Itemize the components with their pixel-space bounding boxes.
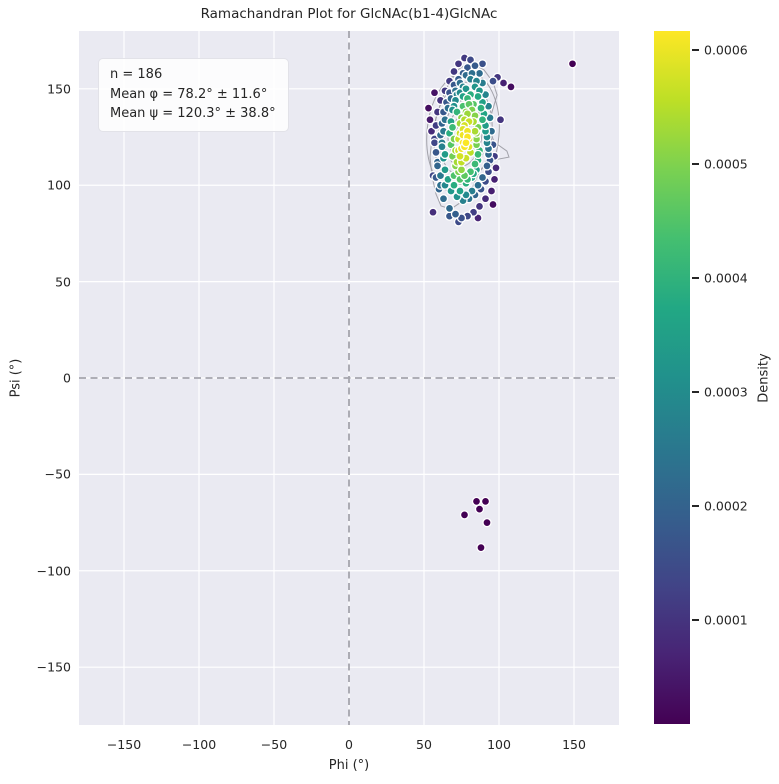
- scatter-point: [473, 149, 483, 160]
- scatter-point: [471, 496, 482, 507]
- scatter-point: [470, 159, 480, 169]
- scatter-point: [459, 510, 470, 520]
- density-colorbar: [654, 31, 690, 724]
- scatter-point: [480, 194, 491, 204]
- scatter-point: [450, 209, 461, 219]
- scatter-point: [477, 172, 488, 183]
- colorbar-tick-label: 0.0004: [704, 270, 748, 286]
- scatter-point: [447, 122, 458, 133]
- colorbar-tick-label: 0.0003: [704, 384, 748, 400]
- colorbar-tick-mark: [692, 504, 699, 507]
- scatter-point: [486, 186, 497, 196]
- scatter-point: [482, 517, 492, 528]
- annotation-n: n = 186: [110, 67, 163, 82]
- scatter-point: [476, 103, 486, 113]
- scatter-point: [440, 165, 450, 175]
- x-tick-label: 100: [487, 737, 511, 752]
- scatter-point: [440, 149, 450, 160]
- scatter-point: [444, 203, 455, 214]
- chart-title: Ramachandran Plot for GlcNAc(b1-4)GlcNAc: [200, 6, 498, 22]
- stats-annotation-box: n = 186 Mean φ = 78.2° ± 11.6° Mean ψ = …: [98, 58, 289, 132]
- scatter-point: [488, 199, 498, 210]
- scatter-point: [423, 103, 434, 113]
- y-tick-label: 0: [63, 370, 71, 386]
- scatter-point: [473, 91, 483, 102]
- scatter-point: [476, 542, 486, 553]
- scatter-point: [489, 174, 500, 185]
- scatter-point: [456, 165, 467, 175]
- plot-area: n = 186 Mean φ = 78.2° ± 11.6° Mean ψ = …: [79, 31, 619, 725]
- scatter-point: [425, 115, 435, 125]
- y-tick-label: −150: [36, 659, 71, 675]
- scatter-point: [470, 61, 480, 71]
- scatter-point: [438, 194, 449, 204]
- scatter-point: [453, 59, 464, 69]
- colorbar-tick-label: 0.0006: [704, 42, 748, 58]
- y-axis-label: Psi (°): [8, 358, 24, 398]
- scatter-point: [480, 496, 491, 507]
- colorbar-tick-mark: [692, 277, 699, 280]
- y-tick-label: 50: [55, 274, 71, 290]
- colorbar-tick-label: 0.0002: [704, 498, 748, 514]
- scatter-point: [431, 147, 441, 158]
- colorbar-tick-mark: [692, 163, 699, 166]
- y-tick-label: −50: [44, 466, 71, 482]
- colorbar-label: Density: [756, 353, 772, 403]
- scatter-point: [449, 66, 459, 77]
- x-tick-label: −50: [260, 737, 288, 752]
- colorbar-tick-mark: [692, 391, 699, 394]
- scatter-point: [428, 207, 438, 217]
- scatter-plot-canvas: [79, 31, 619, 725]
- x-tick-label: −100: [181, 737, 217, 752]
- scatter-point: [477, 115, 488, 125]
- colorbar-tick-mark: [692, 618, 699, 621]
- annotation-mean-phi: Mean φ = 78.2° ± 11.6°: [110, 86, 268, 102]
- y-tick-label: 150: [47, 81, 71, 97]
- scatter-point: [449, 180, 459, 190]
- x-tick-label: −150: [106, 737, 142, 752]
- scatter-point: [474, 504, 485, 514]
- scatter-point: [567, 59, 578, 69]
- scatter-point: [429, 88, 440, 98]
- colorbar-tick-label: 0.0005: [704, 156, 748, 172]
- y-tick-label: 100: [47, 177, 71, 193]
- scatter-point: [488, 76, 498, 86]
- colorbar-tick-mark: [692, 49, 699, 52]
- x-tick-label: 50: [416, 737, 432, 752]
- colorbar-tick-label: 0.0001: [704, 612, 748, 628]
- scatter-point: [495, 115, 506, 125]
- scatter-point: [482, 161, 492, 171]
- x-tick-label: 150: [562, 737, 586, 752]
- scatter-point: [477, 59, 488, 69]
- scatter-point: [461, 138, 471, 148]
- scatter-point: [437, 142, 447, 152]
- scatter-point: [470, 126, 480, 136]
- scatter-point: [474, 68, 485, 79]
- x-axis-label: Phi (°): [328, 758, 370, 773]
- y-tick-label: −100: [36, 563, 71, 579]
- x-tick-label: 0: [345, 737, 353, 752]
- scatter-point: [491, 163, 501, 173]
- scatter-point: [455, 186, 465, 196]
- annotation-mean-psi: Mean ψ = 120.3° ± 38.8°: [110, 106, 276, 121]
- scatter-point: [506, 82, 516, 92]
- scatter-point: [474, 201, 485, 212]
- scatter-point: [429, 138, 440, 148]
- scatter-point: [498, 78, 509, 88]
- scatter-point: [432, 161, 443, 171]
- scatter-point: [473, 180, 483, 190]
- scatter-point: [455, 151, 465, 161]
